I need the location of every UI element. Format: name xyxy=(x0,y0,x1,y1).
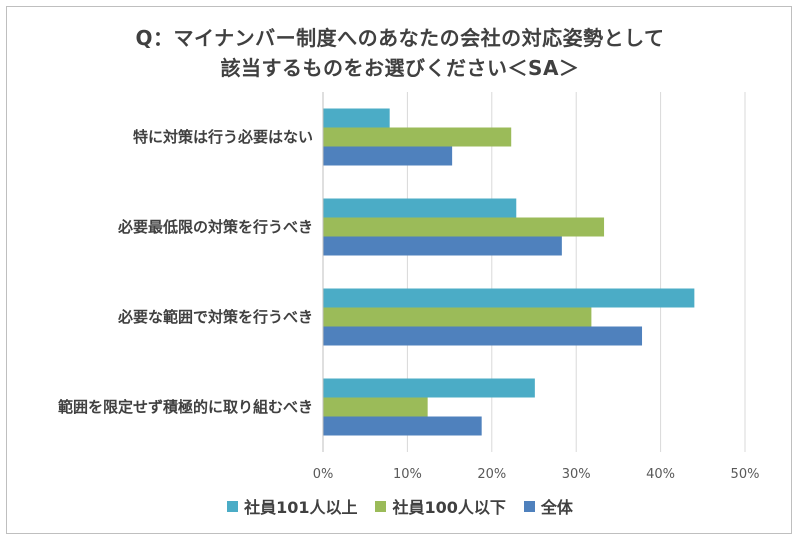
x-tick-label-5: 50% xyxy=(731,467,760,482)
bar-1-1 xyxy=(323,217,605,237)
x-tick-label-3: 30% xyxy=(562,467,591,482)
legend-swatch-100-under xyxy=(375,500,387,512)
bar-3-1 xyxy=(323,397,428,417)
category-label-1: 必要最低限の対策を行うべき xyxy=(117,218,313,236)
x-tick-label-1: 10% xyxy=(393,467,422,482)
category-label-0: 特に対策は行う必要はない xyxy=(133,128,313,146)
legend-item-100-under: 社員100人以下 xyxy=(375,494,506,518)
legend-label-101-plus: 社員101人以上 xyxy=(244,498,358,517)
legend-label-total: 全体 xyxy=(540,498,573,517)
chart-title-line-2: 該当するものをお選びください＜SA＞ xyxy=(220,56,580,80)
bar-2-0 xyxy=(323,288,695,308)
legend-item-101-plus: 社員101人以上 xyxy=(227,494,357,518)
bar-2-2 xyxy=(323,326,643,346)
bar-3-2 xyxy=(323,416,482,436)
bar-0-0 xyxy=(323,108,390,128)
bar-0-1 xyxy=(323,127,512,147)
legend: 社員101人以上 社員100人以下 全体 xyxy=(0,494,800,518)
x-tick-label-0: 0% xyxy=(313,467,334,482)
legend-item-total: 全体 xyxy=(523,494,573,518)
legend-swatch-101-plus xyxy=(227,500,239,512)
bar-1-0 xyxy=(323,198,517,218)
legend-label-100-under: 社員100人以下 xyxy=(392,498,506,517)
chart-title-line-1: Q：マイナンバー制度へのあなたの会社の対応姿勢として xyxy=(135,26,665,50)
bar-0-2 xyxy=(323,146,453,166)
bar-3-0 xyxy=(323,378,535,398)
category-label-3: 範囲を限定せず積極的に取り組むべき xyxy=(58,398,313,416)
bar-1-2 xyxy=(323,236,562,256)
category-label-2: 必要な範囲で対策を行うべき xyxy=(117,308,313,326)
x-tick-label-4: 40% xyxy=(646,467,675,482)
x-tick-label-2: 20% xyxy=(477,467,506,482)
legend-swatch-total xyxy=(523,500,535,512)
bar-2-1 xyxy=(323,307,592,327)
